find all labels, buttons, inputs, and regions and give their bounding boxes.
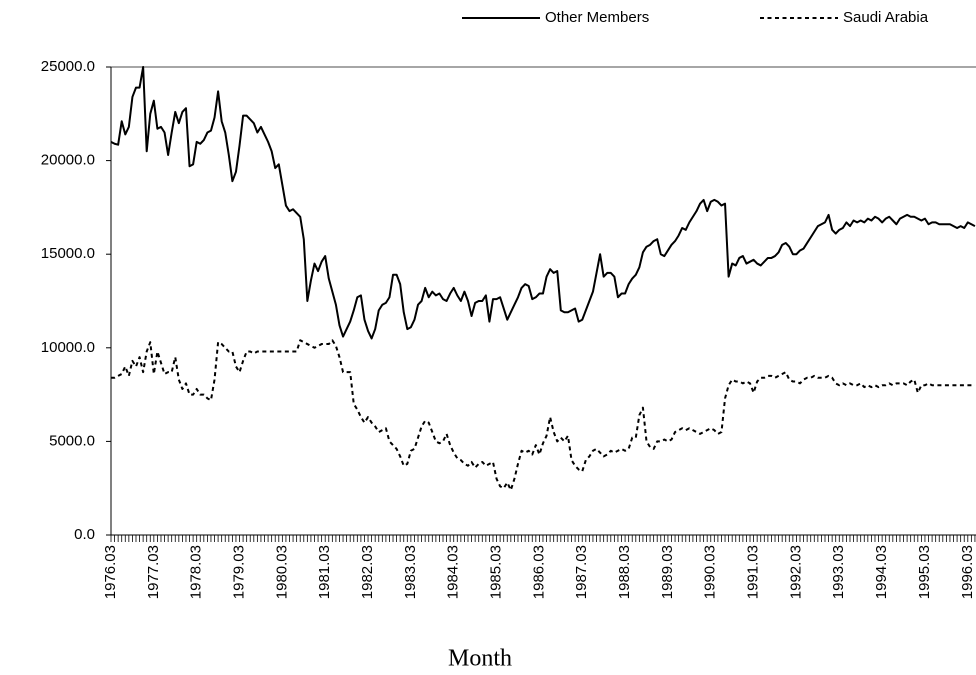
x-tick-label: 1986.03 — [530, 545, 547, 599]
x-tick-label: 1976.03 — [102, 545, 119, 599]
x-tick-label: 1987.03 — [573, 545, 590, 599]
x-tick-label: 1992.03 — [787, 545, 804, 599]
x-tick-label: 1984.03 — [445, 545, 462, 599]
x-tick-label: 1977.03 — [145, 545, 162, 599]
x-tick-label: 1993.03 — [830, 545, 847, 599]
y-tick-label: 15000.0 — [41, 245, 95, 262]
x-tick-label: 1980.03 — [273, 545, 290, 599]
x-tick-label: 1989.03 — [659, 545, 676, 599]
x-tick-label: 1981.03 — [316, 545, 333, 599]
x-tick-label: 1995.03 — [916, 545, 933, 599]
legend-label: Other Members — [545, 9, 649, 26]
series-line — [111, 339, 975, 492]
x-tick-label: 1983.03 — [402, 545, 419, 599]
x-axis-title: Month — [448, 646, 512, 672]
y-tick-label: 10000.0 — [41, 339, 95, 356]
x-tick-label: 1990.03 — [702, 545, 719, 599]
x-tick-label: 1996.03 — [959, 545, 976, 599]
y-tick-label: 20000.0 — [41, 152, 95, 169]
y-tick-label: 0.0 — [74, 526, 95, 543]
x-tick-label: 1982.03 — [359, 545, 376, 599]
x-tick-label: 1988.03 — [616, 545, 633, 599]
x-tick-label: 1985.03 — [488, 545, 505, 599]
y-tick-label: 25000.0 — [41, 58, 95, 75]
x-tick-label: 1978.03 — [188, 545, 205, 599]
y-tick-label: 5000.0 — [49, 432, 95, 449]
x-tick-label: 1991.03 — [745, 545, 762, 599]
x-tick-label: 1994.03 — [873, 545, 890, 599]
x-tick-label: 1979.03 — [230, 545, 247, 599]
legend-label: Saudi Arabia — [843, 9, 929, 26]
series-line — [110, 66, 976, 340]
